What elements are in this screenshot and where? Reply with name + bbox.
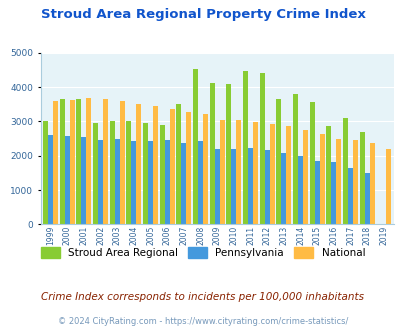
Bar xyxy=(326,125,330,224)
Bar xyxy=(276,99,281,224)
Bar xyxy=(259,73,264,224)
Bar xyxy=(198,141,202,224)
Bar xyxy=(386,148,390,224)
Bar xyxy=(181,143,186,224)
Bar xyxy=(53,101,58,224)
Bar xyxy=(65,136,70,224)
Bar xyxy=(169,110,174,224)
Text: Stroud Area Regional Property Crime Index: Stroud Area Regional Property Crime Inde… xyxy=(40,8,364,21)
Bar xyxy=(153,106,158,224)
Bar xyxy=(252,122,258,224)
Bar xyxy=(231,149,236,224)
Bar xyxy=(281,153,286,224)
Bar xyxy=(48,135,53,224)
Bar xyxy=(143,123,148,224)
Bar xyxy=(126,121,131,224)
Bar xyxy=(269,124,274,224)
Bar xyxy=(86,98,91,224)
Bar xyxy=(186,112,191,224)
Bar xyxy=(148,141,153,224)
Bar xyxy=(243,71,247,224)
Bar xyxy=(219,120,224,224)
Bar xyxy=(226,84,231,224)
Bar xyxy=(109,121,115,224)
Bar xyxy=(342,118,347,224)
Bar xyxy=(352,140,357,224)
Bar xyxy=(335,139,341,224)
Bar xyxy=(369,143,374,224)
Bar xyxy=(347,168,352,224)
Text: Crime Index corresponds to incidents per 100,000 inhabitants: Crime Index corresponds to incidents per… xyxy=(41,292,364,302)
Bar xyxy=(309,102,314,224)
Bar xyxy=(164,140,169,224)
Bar xyxy=(115,139,119,224)
Bar xyxy=(103,99,108,224)
Bar xyxy=(176,104,181,224)
Bar xyxy=(302,130,307,224)
Bar xyxy=(131,141,136,224)
Bar xyxy=(330,162,335,224)
Bar xyxy=(209,82,214,224)
Bar xyxy=(286,125,291,224)
Bar xyxy=(292,94,297,224)
Bar xyxy=(202,114,207,224)
Bar xyxy=(236,120,241,224)
Bar xyxy=(359,132,364,224)
Bar xyxy=(159,125,164,224)
Bar xyxy=(60,99,65,224)
Bar xyxy=(314,161,319,224)
Bar xyxy=(93,123,98,224)
Bar xyxy=(297,156,302,224)
Bar xyxy=(76,99,81,224)
Legend: Stroud Area Regional, Pennsylvania, National: Stroud Area Regional, Pennsylvania, Nati… xyxy=(36,242,369,263)
Bar xyxy=(264,150,269,224)
Bar xyxy=(214,149,219,224)
Bar xyxy=(98,140,103,224)
Bar xyxy=(119,101,124,224)
Bar xyxy=(43,121,48,224)
Bar xyxy=(319,135,324,224)
Text: © 2024 CityRating.com - https://www.cityrating.com/crime-statistics/: © 2024 CityRating.com - https://www.city… xyxy=(58,317,347,326)
Bar xyxy=(136,104,141,224)
Bar xyxy=(81,137,86,224)
Bar xyxy=(247,148,252,224)
Bar xyxy=(192,69,198,224)
Bar xyxy=(70,100,75,224)
Bar xyxy=(364,173,369,224)
